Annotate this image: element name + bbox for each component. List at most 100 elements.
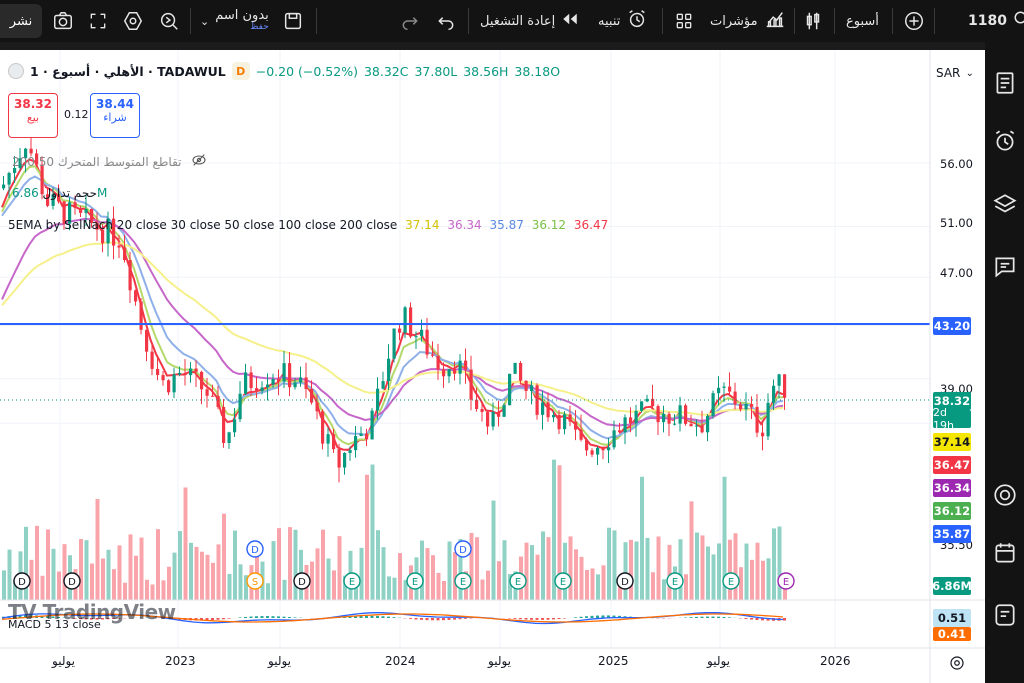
- add-symbol-icon[interactable]: [903, 0, 925, 42]
- volume-bar: [387, 576, 391, 600]
- candle-body: [46, 194, 50, 206]
- ema-value-20: 37.14: [405, 218, 440, 232]
- legend-close: 38.32C: [363, 63, 409, 79]
- settings-icon[interactable]: [122, 0, 144, 42]
- macd-histogram-bar: [535, 618, 539, 620]
- candle-body: [684, 405, 688, 424]
- macd-histogram-bar: [425, 618, 429, 621]
- candle-body: [13, 168, 17, 173]
- volume-bar: [178, 531, 182, 600]
- buy-button[interactable]: 38.44 شراء: [90, 93, 140, 138]
- volume-legend[interactable]: حجم تداول 6.86M: [8, 186, 107, 200]
- candle-body: [667, 413, 671, 424]
- candle-body: [29, 148, 33, 154]
- ema-tag-200: 36.47: [933, 456, 971, 474]
- sell-button[interactable]: 38.32 بيع: [8, 93, 58, 138]
- event-marker-label: E: [728, 577, 734, 588]
- candle-body: [524, 380, 528, 391]
- chat-icon[interactable]: [992, 254, 1018, 280]
- event-marker: E: [666, 572, 684, 590]
- candle-body: [645, 398, 649, 402]
- macd-histogram-bar: [519, 618, 522, 620]
- macd-histogram-bar: [563, 618, 566, 619]
- notifications-icon[interactable]: [992, 602, 1018, 628]
- currency-selector[interactable]: SAR ⌄: [932, 62, 978, 84]
- hidden-eye-icon[interactable]: [191, 154, 207, 169]
- volume-bar: [227, 573, 232, 600]
- candles-type-icon[interactable]: [802, 0, 824, 42]
- volume-bar: [524, 542, 529, 600]
- event-marker: E: [722, 572, 740, 590]
- price-chart[interactable]: D D S D E E E E E D E E E D D: [0, 50, 985, 683]
- volume-bar: [40, 575, 45, 600]
- candle-body: [783, 374, 787, 398]
- volume-bar: [79, 539, 83, 600]
- event-marker: E: [509, 572, 527, 590]
- candle-body: [84, 208, 88, 213]
- layers-icon[interactable]: [992, 192, 1018, 218]
- candle-body: [255, 388, 259, 392]
- candle-body: [409, 307, 413, 337]
- target-icon[interactable]: [992, 482, 1018, 508]
- indicators-button[interactable]: مؤشرات: [710, 0, 786, 42]
- timezone-settings-icon[interactable]: [948, 654, 966, 676]
- volume-bar: [480, 579, 485, 600]
- undo-icon[interactable]: [436, 0, 456, 42]
- volume-bar: [277, 528, 281, 600]
- volume-bar: [332, 570, 336, 600]
- event-marker-circle: [777, 572, 795, 590]
- ema-legend[interactable]: 5EMA by SelNach 20 close 30 close 50 clo…: [8, 218, 608, 232]
- candle-body: [541, 402, 545, 415]
- candle-body: [95, 222, 99, 230]
- macd-histogram-bar: [414, 618, 418, 620]
- candles: [2, 134, 787, 483]
- volume-bar: [585, 569, 589, 600]
- ma-cross-params: 50 200: [12, 155, 55, 169]
- ema-30-line: [1, 165, 784, 446]
- macd-histogram-bar: [585, 616, 588, 618]
- camera-icon[interactable]: [52, 0, 74, 42]
- macd-legend[interactable]: MACD 5 13 close: [8, 618, 101, 631]
- layout-save-status: حفظ: [250, 22, 269, 33]
- macd-histogram-bar: [376, 615, 379, 618]
- candle-body: [293, 382, 297, 388]
- redo-icon[interactable]: [400, 0, 420, 42]
- volume-bar: [266, 583, 270, 600]
- replay-button[interactable]: إعادة التشغيل: [480, 0, 579, 42]
- quick-search-icon[interactable]: [158, 0, 180, 42]
- alerts-clock-icon[interactable]: [992, 128, 1018, 154]
- tradingview-watermark: 𝗧𝗩 TradingView: [8, 600, 176, 624]
- save-cloud-icon[interactable]: [282, 0, 304, 42]
- volume-bar: [761, 560, 765, 600]
- alert-button[interactable]: تنبيه: [598, 0, 648, 42]
- layout-dropdown[interactable]: ⌄ بدون اسم حفظ: [200, 0, 269, 42]
- candle-body: [249, 372, 253, 389]
- ma-cross-legend[interactable]: تقاطع المتوسط المتحرك 50 200: [8, 154, 207, 169]
- volume-bar: [211, 562, 215, 600]
- watchlist-icon[interactable]: [992, 70, 1018, 96]
- interval-button[interactable]: أسبوع: [846, 13, 879, 29]
- templates-icon[interactable]: [674, 0, 694, 42]
- macd-histogram-bar: [255, 616, 258, 618]
- macd-histogram-bar: [343, 616, 346, 618]
- chart-pane[interactable]: D D S D E E E E E D E E E D D: [0, 50, 985, 683]
- event-marker-circle: [454, 572, 472, 590]
- volume-bar: [557, 465, 562, 600]
- event-marker: D: [293, 572, 311, 590]
- share-button[interactable]: نشر: [0, 4, 42, 38]
- candle-body: [211, 395, 215, 397]
- macd-histogram-bar: [420, 618, 423, 620]
- fullscreen-icon[interactable]: [88, 0, 108, 42]
- ema-value-100: 36.12: [531, 218, 567, 232]
- candle-body: [376, 388, 380, 411]
- symbol-search-button[interactable]: 1180: [968, 0, 1024, 42]
- volume-bar: [766, 558, 771, 600]
- volume-bar: [563, 542, 567, 600]
- calendar-icon[interactable]: [992, 540, 1018, 566]
- signal-line: [1, 613, 784, 623]
- delayed-data-badge[interactable]: D: [231, 62, 250, 80]
- volume-bar: [618, 577, 622, 600]
- h-line-price-tag[interactable]: 43.20: [933, 317, 971, 335]
- candle-body: [205, 389, 209, 396]
- symbol-title[interactable]: الأهلي · أسبوع · 1 · TADAWUL: [30, 63, 226, 79]
